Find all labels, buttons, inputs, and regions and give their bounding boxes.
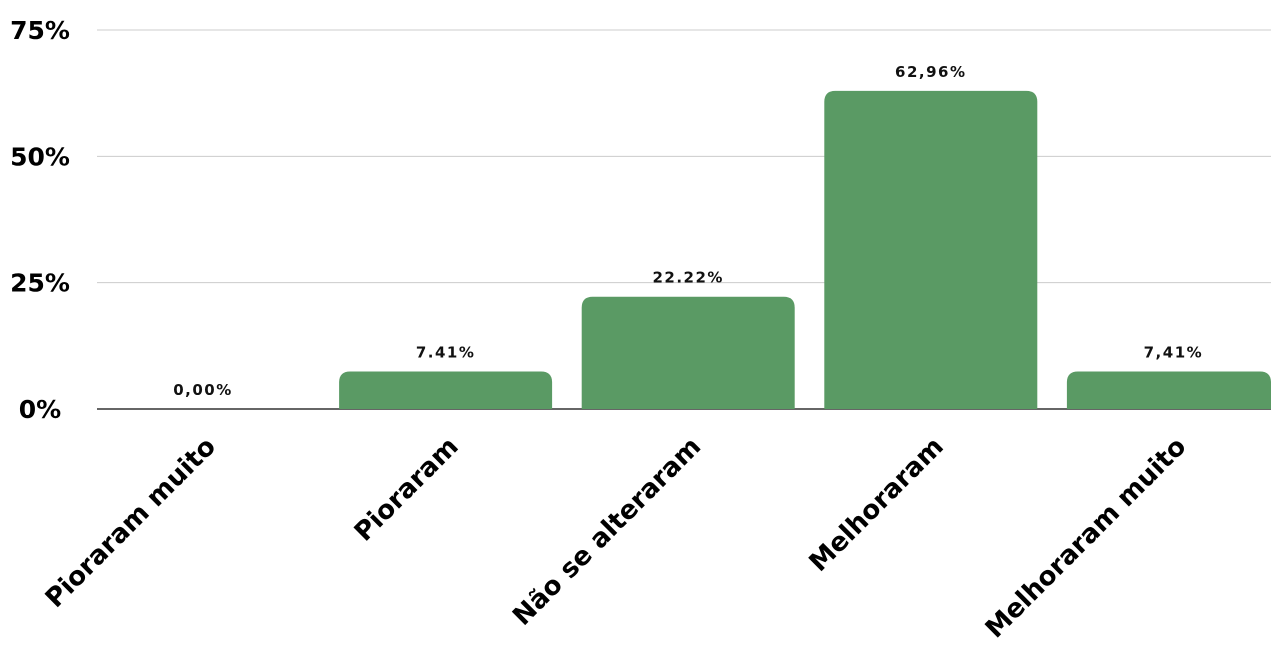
x-tick-label: Melhoraram muito: [980, 432, 1192, 644]
data-label: 0,00%: [173, 381, 233, 399]
y-tick-label: 25%: [10, 269, 70, 298]
bar: [824, 90, 1038, 409]
y-tick-label: 0%: [19, 395, 61, 424]
x-axis-ticks: Pioraram muito Pioraram Não se alteraram Me…: [40, 432, 1192, 644]
data-label: 22.22%: [652, 269, 723, 287]
bar: [1066, 371, 1271, 409]
bar: [581, 296, 795, 409]
data-label: 7,41%: [1144, 344, 1204, 362]
y-axis-ticks: 0% 25% 50% 75%: [10, 16, 70, 424]
data-label: 7.41%: [416, 344, 476, 362]
data-labels: 0,00% 7.41% 22.22% 62,96% 7,41%: [173, 63, 1204, 399]
y-tick-label: 50%: [10, 142, 70, 171]
bar: [339, 371, 553, 409]
x-tick-label: Pioraram: [349, 432, 465, 548]
x-tick-label: Melhoraram: [804, 432, 950, 578]
data-label: 62,96%: [895, 63, 966, 81]
x-tick-label: Não se alteraram: [507, 432, 707, 632]
y-tick-label: 75%: [10, 16, 70, 45]
bars: [339, 90, 1271, 409]
x-tick-label: Pioraram muito: [40, 432, 222, 614]
